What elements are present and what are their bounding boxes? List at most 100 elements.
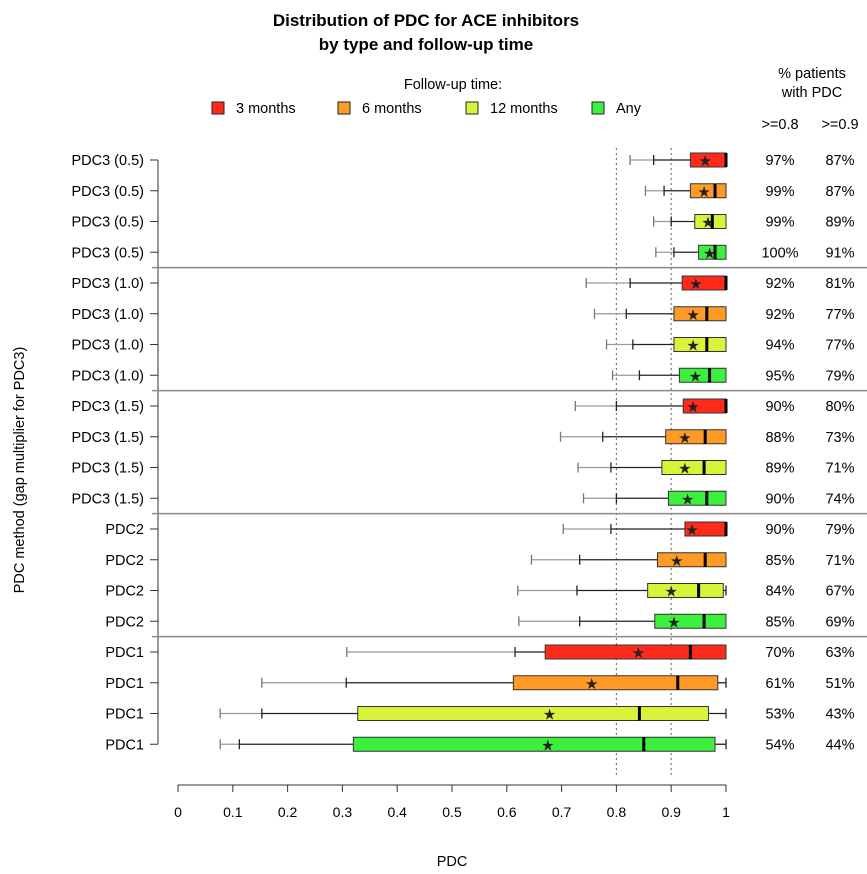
pct-ge-09: 77%: [825, 307, 854, 323]
plot-area: PDC3 (0.5) ★ 97% 87% PDC3 (0.5) ★ 99% 87% PDC3 (…: [71, 148, 867, 820]
legend-label: 3 months: [236, 101, 296, 117]
row-label: PDC2: [105, 614, 144, 630]
x-tick-label: 0.5: [442, 804, 462, 820]
iqr-box: [689, 183, 727, 199]
x-tick-label: 0: [174, 804, 182, 820]
mean-star: ★: [703, 245, 716, 262]
row-label: PDC3 (1.0): [71, 307, 144, 323]
pct-header-line1: % patients: [778, 66, 846, 82]
mean-star: ★: [686, 338, 699, 355]
iqr-box: [647, 583, 724, 598]
pct-ge-08: 85%: [765, 553, 794, 569]
legend-swatch: [211, 101, 225, 115]
iqr-box: [698, 244, 727, 260]
x-tick-label: 0.9: [661, 804, 681, 820]
legend-title: Follow-up time:: [404, 77, 502, 93]
row-label: PDC1: [105, 645, 144, 661]
pct-ge-08: 99%: [765, 215, 794, 231]
y-axis-label: PDC method (gap multiplier for PDC3): [12, 347, 28, 594]
pct-header-col2: >=0.9: [821, 117, 858, 133]
mean-star: ★: [685, 522, 698, 539]
x-tick-label: 0.4: [387, 804, 407, 820]
mean-star: ★: [701, 215, 714, 232]
legend-label: Any: [616, 101, 642, 117]
mean-star: ★: [678, 461, 691, 478]
pct-ge-09: 67%: [825, 584, 854, 600]
pct-ge-08: 70%: [765, 645, 794, 661]
pct-ge-08: 84%: [765, 584, 794, 600]
pct-ge-08: 88%: [765, 430, 794, 446]
pct-ge-09: 81%: [825, 276, 854, 292]
mean-star: ★: [686, 399, 699, 416]
mean-star: ★: [686, 307, 699, 324]
iqr-box: [678, 367, 727, 383]
mean-star: ★: [698, 153, 711, 170]
mean-star: ★: [670, 553, 683, 570]
row-label: PDC2: [105, 584, 144, 600]
row-label: PDC2: [105, 522, 144, 538]
mean-star: ★: [689, 276, 702, 293]
row-label: PDC3 (1.5): [71, 461, 144, 477]
pct-ge-08: 90%: [765, 491, 794, 507]
row-label: PDC3 (1.5): [71, 399, 144, 415]
iqr-box: [544, 644, 727, 660]
row-label: PDC2: [105, 553, 144, 569]
pct-ge-09: 44%: [825, 737, 854, 753]
pct-ge-09: 87%: [825, 153, 854, 169]
pct-ge-08: 92%: [765, 276, 794, 292]
x-tick-label: 0.1: [223, 804, 243, 820]
iqr-box: [665, 429, 727, 445]
iqr-box: [673, 337, 727, 352]
mean-star: ★: [689, 368, 702, 385]
row-label: PDC3 (1.0): [71, 276, 144, 292]
mean-star: ★: [681, 491, 694, 508]
row-label: PDC3 (1.0): [71, 338, 144, 354]
pct-ge-09: 77%: [825, 338, 854, 354]
mean-star: ★: [543, 707, 556, 724]
pct-ge-08: 85%: [765, 614, 794, 630]
pct-ge-08: 100%: [761, 245, 798, 261]
iqr-box: [673, 306, 727, 322]
iqr-box: [694, 214, 727, 229]
row-label: PDC1: [105, 737, 144, 753]
row-label: PDC3 (0.5): [71, 184, 144, 200]
iqr-box: [352, 736, 716, 752]
legend-swatch: [337, 101, 351, 115]
iqr-box: [357, 706, 709, 721]
pct-ge-09: 87%: [825, 184, 854, 200]
iqr-box: [654, 613, 727, 629]
x-tick-label: 1: [722, 804, 730, 820]
pct-ge-08: 97%: [765, 153, 794, 169]
x-tick-label: 0.2: [278, 804, 298, 820]
row-label: PDC3 (0.5): [71, 215, 144, 231]
iqr-box: [667, 490, 727, 506]
mean-star: ★: [667, 614, 680, 631]
pct-ge-09: 80%: [825, 399, 854, 415]
pct-ge-08: 90%: [765, 399, 794, 415]
x-tick-label: 0.6: [497, 804, 517, 820]
legend-swatch: [465, 101, 479, 115]
pct-ge-09: 91%: [825, 245, 854, 261]
pct-ge-08: 94%: [765, 338, 794, 354]
pct-ge-09: 74%: [825, 491, 854, 507]
mean-star: ★: [585, 676, 598, 693]
x-tick-label: 0.8: [607, 804, 627, 820]
row-label: PDC1: [105, 676, 144, 692]
pct-ge-08: 61%: [765, 676, 794, 692]
row-label: PDC3 (0.5): [71, 153, 144, 169]
row-label: PDC3 (0.5): [71, 245, 144, 261]
iqr-box: [657, 552, 727, 568]
pct-ge-09: 73%: [825, 430, 854, 446]
legend: 3 months 6 months 12 months Any: [211, 101, 642, 117]
pct-ge-09: 71%: [825, 461, 854, 477]
x-tick-label: 0.3: [333, 804, 353, 820]
row-label: PDC1: [105, 707, 144, 723]
legend-label: 6 months: [362, 101, 422, 117]
pct-ge-08: 54%: [765, 737, 794, 753]
pct-ge-09: 43%: [825, 707, 854, 723]
mean-star: ★: [541, 737, 554, 754]
pct-header-col1: >=0.8: [761, 117, 798, 133]
chart-title-line1: Distribution of PDC for ACE inhibitors: [273, 11, 579, 30]
pct-ge-08: 53%: [765, 707, 794, 723]
